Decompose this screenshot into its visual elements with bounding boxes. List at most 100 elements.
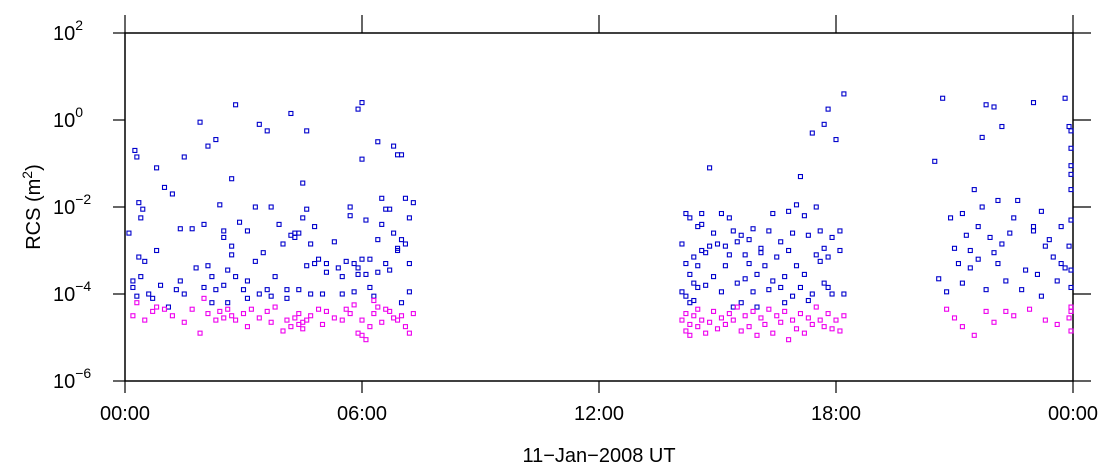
series-0-point	[134, 293, 140, 299]
series-1-point	[707, 319, 713, 325]
series-0-point	[813, 204, 819, 210]
series-1-point	[770, 330, 776, 336]
series-1-point	[837, 328, 843, 334]
series-1-point	[339, 317, 345, 323]
series-0-point	[375, 269, 381, 275]
series-0-point	[695, 284, 701, 291]
series-0-point	[284, 295, 290, 301]
y-tick-label: 10−4	[53, 278, 91, 306]
series-0-point	[1030, 224, 1037, 230]
series-0-point	[359, 156, 365, 162]
series-0-point	[264, 128, 270, 134]
series-0-point	[229, 252, 235, 258]
y-tick-label-exp: −2	[75, 191, 91, 207]
series-1-point	[718, 315, 725, 321]
series-0-point	[177, 278, 183, 284]
y-tick-label-exp: −4	[75, 278, 91, 294]
series-0-point	[292, 234, 298, 240]
series-1-point	[229, 313, 235, 319]
series-0-point	[233, 274, 239, 280]
series-0-point	[991, 104, 997, 110]
series-1-point	[387, 308, 393, 314]
series-0-point	[734, 239, 740, 245]
tick-marks	[113, 15, 1091, 393]
series-0-point	[209, 274, 215, 280]
series-0-point	[730, 228, 736, 234]
series-0-point	[240, 287, 247, 293]
series-0-point	[687, 271, 693, 277]
series-0-point	[225, 267, 231, 273]
series-0-point	[1058, 224, 1064, 230]
series-1-point	[308, 313, 314, 319]
series-0-point	[391, 230, 397, 236]
series-0-point	[742, 252, 748, 258]
series-0-point	[821, 245, 827, 251]
series-0-point	[355, 265, 361, 271]
series-0-point	[363, 217, 369, 223]
series-0-point	[683, 260, 689, 267]
series-0-point	[347, 204, 353, 210]
series-0-point	[134, 154, 140, 160]
series-0-point	[758, 245, 764, 251]
y-tick-label-exp: 0	[75, 104, 83, 120]
series-1-point	[750, 308, 756, 314]
x-tick-label: 18:00	[811, 403, 861, 425]
series-1-point	[738, 328, 744, 334]
series-0-point	[782, 274, 788, 280]
series-0-point	[406, 260, 412, 267]
series-0-point	[750, 226, 756, 232]
series-0-point	[244, 228, 250, 234]
series-0-point	[260, 250, 266, 256]
series-0-point	[363, 271, 369, 277]
series-0-point	[1019, 287, 1025, 293]
series-0-point	[762, 263, 768, 269]
series-1-point	[331, 315, 337, 321]
series-0-point	[1058, 260, 1064, 267]
series-1-point	[817, 317, 823, 323]
series-0-point	[319, 291, 326, 297]
series-1-point	[754, 332, 760, 338]
series-0-point	[132, 147, 138, 153]
series-1-point	[829, 326, 835, 332]
series-0-point	[679, 241, 685, 247]
series-1-point	[319, 321, 326, 328]
series-1-point	[1027, 306, 1033, 312]
series-0-point	[272, 274, 278, 280]
series-0-point	[979, 134, 985, 140]
series-0-point	[391, 143, 397, 149]
series-0-point	[221, 282, 227, 288]
series-0-point	[225, 300, 231, 306]
series-0-point	[758, 250, 764, 256]
series-1-point	[154, 304, 160, 310]
series-1-point	[248, 306, 254, 312]
series-0-point	[398, 300, 405, 306]
series-0-point	[975, 256, 981, 262]
series-0-point	[983, 287, 989, 293]
series-0-point	[809, 291, 815, 297]
series-0-point	[837, 247, 843, 254]
series-0-point	[710, 274, 717, 280]
series-0-point	[280, 241, 286, 247]
series-0-point	[955, 260, 962, 267]
series-0-point	[371, 293, 377, 299]
series-1-point	[959, 324, 965, 330]
series-0-point	[679, 289, 685, 295]
x-tick-label: 00:00	[1048, 403, 1098, 425]
series-0-point	[323, 269, 330, 275]
series-1-point	[300, 319, 306, 325]
series-0-point	[691, 280, 697, 286]
series-1-point	[347, 311, 353, 317]
series-0-point	[1054, 278, 1060, 284]
y-axis-label-base: RCS (m	[23, 179, 45, 250]
series-1-point	[746, 324, 752, 330]
series-1-point	[189, 306, 195, 312]
series-0-point	[805, 232, 811, 238]
series-0-point	[351, 260, 357, 267]
series-0-point	[217, 202, 223, 208]
y-tick-label: 102	[53, 17, 83, 45]
series-0-point	[707, 165, 713, 171]
series-0-point	[379, 221, 385, 227]
series-0-point	[691, 297, 697, 304]
series-0-point	[154, 247, 160, 254]
series-0-point	[201, 284, 207, 291]
